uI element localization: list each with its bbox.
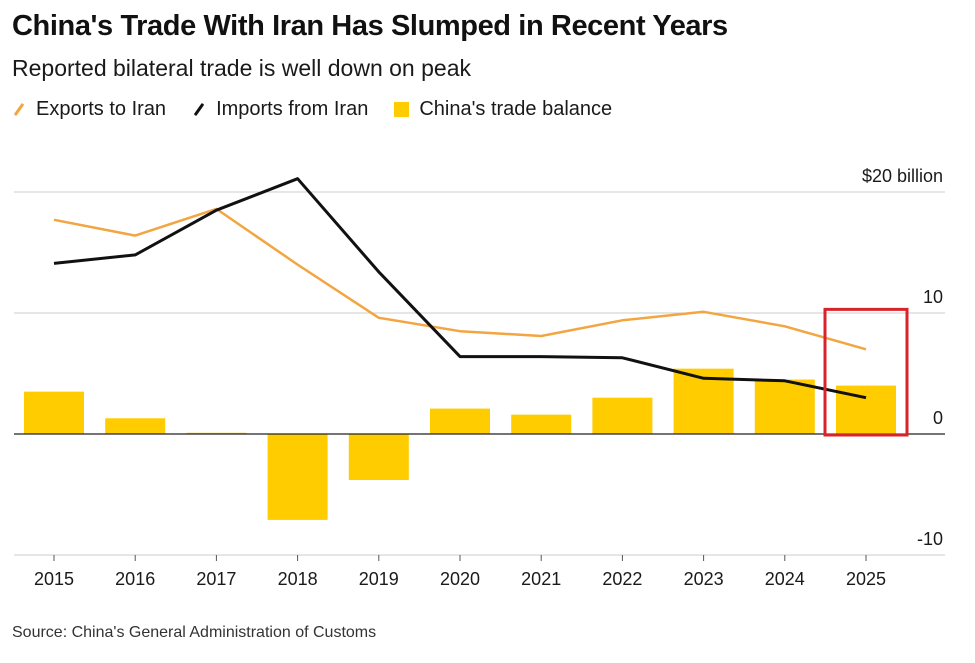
x-tick-label-2022: 2022: [602, 569, 642, 589]
balance-bar-2021: [511, 414, 572, 434]
y-tick-label: -10: [917, 529, 943, 549]
x-tick-label-2016: 2016: [115, 569, 155, 589]
y-axis-labels: $20 billion 10 0 -10: [862, 166, 943, 549]
balance-bar-2015: [24, 391, 84, 434]
y-tick-label: 0: [933, 408, 943, 428]
balance-bars: [24, 368, 896, 520]
balance-bar-2019: [348, 434, 409, 480]
x-tick-label-2018: 2018: [278, 569, 318, 589]
x-tick-label-2015: 2015: [34, 569, 74, 589]
balance-bar-2020: [430, 408, 490, 434]
x-tick-label-2021: 2021: [521, 569, 561, 589]
exports-line: [53, 207, 867, 351]
highlight-group: [823, 307, 909, 437]
legend-swatch-balance: [394, 101, 410, 117]
x-tick-label-2024: 2024: [765, 569, 805, 589]
y-tick-label: 10: [923, 287, 943, 307]
highlight-box: [823, 307, 909, 437]
x-tick-label-2025: 2025: [846, 569, 886, 589]
legend-item-exports: Exports to Iran: [12, 98, 166, 121]
legend-swatch-exports: [13, 102, 25, 116]
balance-bar-2022: [592, 397, 653, 434]
legend-label-imports: Imports from Iran: [216, 97, 369, 120]
balance-bar-2016: [105, 418, 166, 434]
legend-label-balance: China's trade balance: [419, 97, 613, 120]
x-tick-label-2020: 2020: [440, 569, 480, 589]
legend: Exports to Iran Imports from Iran China'…: [12, 95, 638, 123]
legend-item-balance: China's trade balance: [394, 98, 612, 121]
imports-line: [53, 177, 867, 400]
x-axis-labels: 2015 2016 2017 2018 2019 2020 2021 2022 2023 2024…: [34, 555, 886, 589]
balance-bar-2018: [267, 434, 328, 520]
x-tick-label-2017: 2017: [196, 569, 236, 589]
x-tick-label-2023: 2023: [684, 569, 724, 589]
chart-subtitle: Reported bilateral trade is well down on…: [12, 55, 471, 81]
x-tick-label-2019: 2019: [359, 569, 399, 589]
chart-title: China's Trade With Iran Has Slumped in R…: [12, 10, 728, 42]
legend-label-exports: Exports to Iran: [36, 97, 167, 120]
y-tick-label: $20 billion: [862, 166, 943, 186]
gridlines: [14, 191, 945, 556]
legend-swatch-imports: [193, 102, 205, 116]
legend-item-imports: Imports from Iran: [192, 98, 368, 121]
source-note: Source: China's General Administration o…: [12, 624, 377, 641]
balance-bar-2024: [754, 379, 815, 434]
trade-lines: [53, 177, 867, 400]
